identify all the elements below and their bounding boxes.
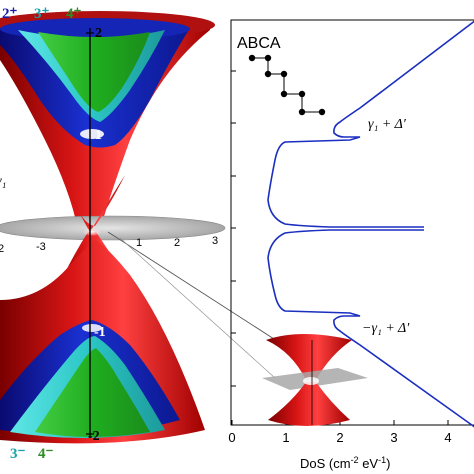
marker-lower-label: -1 — [94, 325, 106, 340]
dos-curve — [267, 20, 474, 428]
zoom-connector-line — [119, 237, 276, 379]
band-label-4minus: 4⁻ — [38, 446, 54, 462]
lower-green-band — [35, 348, 150, 437]
dos-panel: 0 1 2 3 4 DoS (cm-2 eV-1) — [228, 19, 474, 471]
marker-upper-label: 1 — [95, 128, 102, 143]
plane-tick-label: 2 — [174, 237, 180, 249]
zoom-connector-line — [107, 231, 289, 349]
annotation-upper: γ₁ + Δ′ — [368, 117, 407, 132]
plane-tick-label: -3 — [36, 241, 46, 253]
x-tick-label: 0 — [228, 430, 235, 445]
inset-cone-upper — [266, 334, 352, 380]
inset-touching-point — [303, 377, 319, 385]
x-axis-label-sup: -2 — [351, 455, 359, 465]
zoom-inset — [262, 334, 368, 426]
upper-green-band — [38, 32, 150, 112]
dos-x-tick-labels: 0 1 2 3 4 — [228, 430, 451, 445]
dos-plot-frame — [230, 19, 474, 426]
lower-band-maximum — [82, 324, 102, 332]
inset-cone-lower — [268, 382, 350, 426]
annotation-lower: −γ₁ + Δ′ — [362, 321, 410, 336]
band-label-3minus: 3⁻ — [10, 446, 26, 462]
x-tick-label: 1 — [282, 430, 289, 445]
band-label-4plus: 4⁺ — [66, 6, 82, 22]
x-tick-label: 4 — [444, 430, 451, 445]
band-structure-panel: 2 -2 1 -1 2⁺ 3⁺ 4⁺ 3⁻ 4⁻ γ₁ 2 -3 1 2 3 — [0, 6, 289, 462]
band-label-3plus: 3⁺ — [34, 6, 50, 22]
x-axis-label: DoS (cm-2 eV-1) — [300, 455, 390, 471]
plane-tick-label: 1 — [136, 237, 142, 249]
upper-band-minimum — [80, 129, 104, 139]
stacking-label: ABCA — [237, 35, 281, 52]
band-touching-point — [83, 228, 101, 236]
axis-label-top: 2 — [95, 26, 102, 41]
x-axis-label-sup: -1 — [378, 455, 386, 465]
x-axis-label-part: DoS (cm — [300, 456, 351, 471]
plane-tick-label: 2 — [0, 243, 4, 255]
dos-y-ticks — [231, 70, 236, 387]
x-axis-label-part: ) — [386, 456, 390, 471]
axis-label-bottom: -2 — [88, 429, 100, 444]
plane-tick-label: 3 — [212, 235, 218, 247]
zero-energy-plane — [0, 215, 226, 241]
abca-stacking-diagram — [248, 54, 326, 116]
band-label-2plus: 2⁺ — [2, 6, 18, 22]
gamma1-edge-label: γ₁ — [0, 174, 6, 189]
x-tick-label: 3 — [390, 430, 397, 445]
x-tick-label: 2 — [336, 430, 343, 445]
plane-ticks: 2 -3 1 2 3 — [0, 235, 218, 255]
x-axis-label-part: eV — [359, 456, 379, 471]
